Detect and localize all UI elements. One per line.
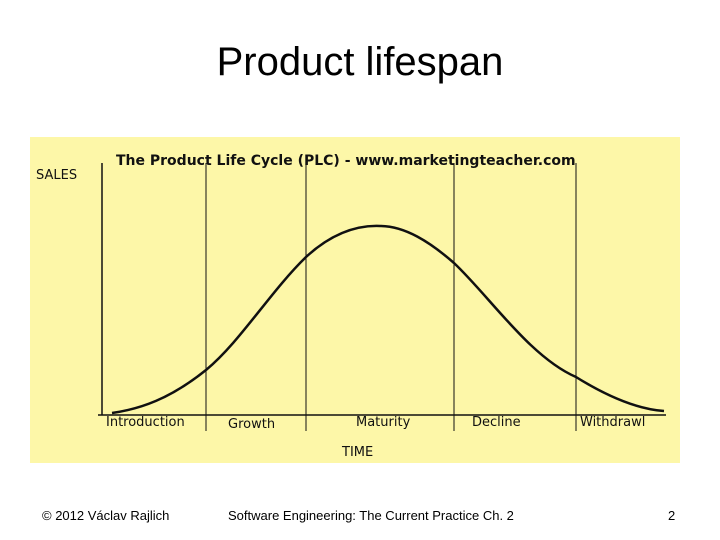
x-axis-label: TIME — [341, 445, 373, 460]
diagram-heading: The Product Life Cycle (PLC) - www.marke… — [116, 153, 576, 169]
stage-label-growth: Growth — [228, 417, 275, 432]
footer-copyright: © 2012 Václav Rajlich — [42, 508, 170, 523]
stage-label-withdrawl: Withdrawl — [580, 415, 645, 430]
stage-label-introduction: Introduction — [106, 415, 185, 430]
plc-diagram-svg: The Product Life Cycle (PLC) - www.marke… — [36, 153, 666, 460]
footer-course: Software Engineering: The Current Practi… — [228, 508, 514, 523]
slide-title: Product lifespan — [216, 40, 504, 84]
plc-curve — [111, 224, 665, 415]
page-number: 2 — [668, 508, 676, 523]
y-axis-label: SALES — [36, 168, 77, 183]
stage-label-maturity: Maturity — [356, 415, 411, 430]
stage-label-decline: Decline — [472, 415, 521, 430]
plc-diagram: The Product Life Cycle (PLC) - www.marke… — [30, 137, 680, 463]
